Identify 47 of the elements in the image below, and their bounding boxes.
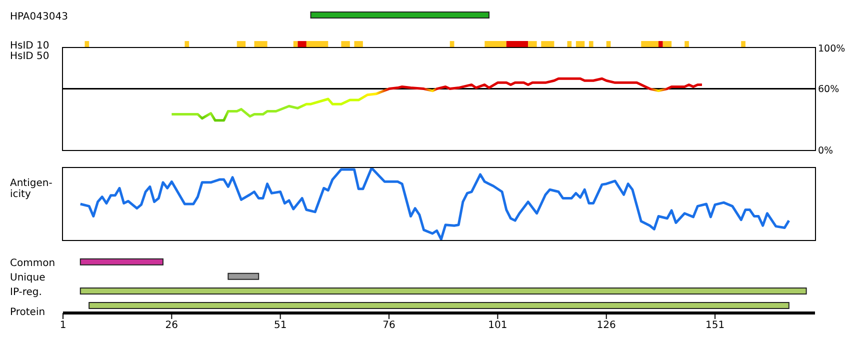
bar — [641, 41, 659, 48]
bar — [228, 272, 260, 280]
y-axis-title: HsID 50 — [10, 51, 50, 62]
bar — [528, 41, 537, 48]
bar — [658, 41, 663, 48]
bar — [306, 41, 328, 48]
bar — [293, 41, 298, 48]
bar — [484, 41, 506, 48]
line-series — [170, 77, 704, 122]
bar — [684, 41, 689, 48]
y-tick-label: 0% — [818, 145, 834, 156]
bar — [606, 41, 611, 48]
bar — [298, 41, 306, 48]
x-tick-label: 51 — [274, 320, 287, 332]
x-tick-label: 126 — [596, 320, 616, 332]
bar — [541, 41, 554, 48]
y-tick-label: Unique — [10, 272, 46, 284]
bar — [588, 41, 594, 48]
bar — [354, 41, 363, 48]
bar — [450, 41, 454, 48]
bar — [236, 41, 246, 48]
x-tick-label: 76 — [382, 320, 396, 332]
bar — [254, 41, 268, 48]
bar — [88, 302, 790, 309]
y-tick-label: HPA043043 — [10, 11, 68, 22]
y-tick-label: 100% — [818, 43, 846, 54]
bar — [741, 41, 746, 48]
bar — [184, 41, 190, 48]
x-tick-label: 151 — [705, 320, 725, 332]
bar — [662, 41, 672, 48]
x-tick-label: 101 — [488, 320, 508, 332]
x-tick-label: 1 — [60, 320, 66, 332]
y-tick-label: Common — [10, 258, 56, 270]
bar — [576, 41, 585, 48]
bar — [506, 41, 528, 48]
bar — [341, 41, 350, 48]
y-tick-label: IP-reg. — [10, 287, 42, 298]
bar — [80, 287, 807, 294]
bar — [80, 258, 164, 266]
y-tick-label: 60% — [818, 84, 840, 96]
bar — [567, 41, 572, 48]
x-axis-title: Protein — [10, 307, 46, 318]
x-tick-label: 26 — [165, 320, 178, 332]
bar — [84, 41, 90, 48]
bar — [310, 12, 490, 18]
y-tick-label: HsID 10 — [10, 40, 50, 52]
y-axis-title: Antigen-icity — [10, 178, 54, 200]
